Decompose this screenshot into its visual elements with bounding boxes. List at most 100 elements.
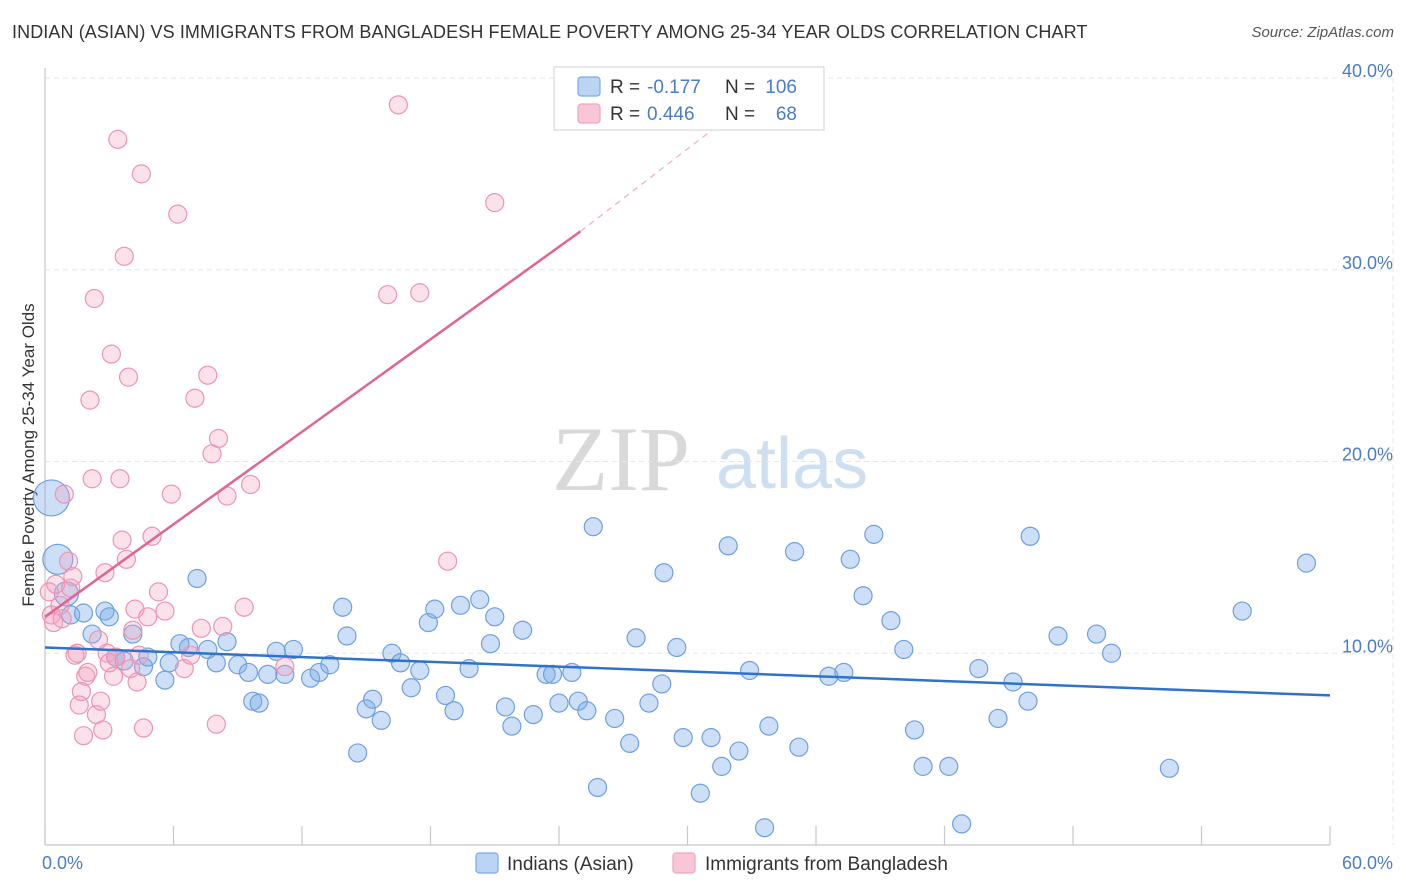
legend-n-label-1: N =	[725, 104, 755, 125]
series-bangladesh-points	[39, 95, 505, 746]
point-bangladesh-62	[378, 285, 398, 305]
point-indians-49	[480, 634, 501, 654]
point-bangladesh-39	[127, 672, 147, 692]
point-bangladesh-52	[191, 618, 211, 638]
point-indians-89	[913, 756, 933, 776]
point-indians-44	[435, 685, 456, 706]
point-indians-72	[701, 728, 721, 748]
point-bangladesh-60	[241, 474, 261, 495]
point-indians-51	[495, 697, 516, 717]
y-tick-label-2: 30.0%	[1342, 253, 1393, 273]
legend-n-value-0: 106	[765, 77, 797, 98]
bottom-legend-label-indians: Indians (Asian)	[507, 854, 634, 875]
point-indians-36	[363, 689, 383, 709]
point-indians-57	[549, 693, 569, 713]
point-indians-98	[1086, 624, 1107, 644]
axes	[44, 68, 1331, 846]
point-indians-67	[652, 674, 672, 694]
point-indians-20	[217, 632, 237, 652]
y-axis-label: Female Poverty Among 25-34 Year Olds	[19, 303, 38, 606]
point-bangladesh-0	[39, 582, 59, 602]
point-indians-63	[605, 708, 625, 729]
point-bangladesh-46	[155, 601, 175, 621]
x-tick-label-0: 0.0%	[42, 853, 83, 873]
point-indians-41	[410, 660, 430, 681]
point-bangladesh-63	[388, 95, 408, 115]
point-bangladesh-28	[103, 666, 124, 686]
point-indians-69	[667, 637, 687, 658]
legend-swatch-indians	[577, 76, 601, 97]
point-bangladesh-27	[101, 344, 121, 364]
point-indians-90	[939, 756, 959, 776]
bottom-legend-swatch-bangladesh	[672, 852, 696, 874]
point-indians-35	[356, 699, 376, 719]
point-bangladesh-66	[485, 193, 505, 213]
point-indians-31	[320, 655, 340, 675]
point-indians-100	[1159, 758, 1179, 778]
trend-line-indians	[44, 646, 1331, 697]
point-bangladesh-47	[161, 484, 181, 504]
point-bangladesh-17	[80, 390, 100, 410]
point-bangladesh-7	[58, 551, 79, 571]
point-bangladesh-18	[82, 469, 102, 489]
point-indians-17	[187, 568, 207, 589]
point-bangladesh-42	[133, 718, 154, 738]
point-indians-79	[784, 542, 805, 562]
point-bangladesh-14	[73, 726, 94, 746]
point-indians-78	[759, 716, 779, 736]
point-bangladesh-35	[118, 367, 139, 387]
point-bangladesh-33	[114, 246, 134, 266]
point-bangladesh-59	[234, 597, 254, 617]
point-bangladesh-16	[78, 662, 98, 683]
point-bangladesh-64	[410, 283, 430, 303]
point-indians-40	[401, 678, 421, 698]
point-indians-56	[542, 664, 563, 684]
point-indians-75	[729, 741, 749, 761]
point-indians-95	[1018, 691, 1038, 711]
point-indians-14	[159, 653, 179, 673]
point-bangladesh-55	[206, 714, 226, 734]
point-indians-76	[740, 660, 760, 681]
point-bangladesh-57	[213, 616, 233, 637]
point-indians-84	[853, 586, 873, 606]
point-indians-64	[620, 733, 640, 753]
point-bangladesh-40	[129, 645, 149, 665]
point-indians-74	[718, 536, 738, 556]
point-bangladesh-45	[148, 582, 169, 602]
y-tick-labels: 10.0% 20.0% 30.0% 40.0%	[1342, 61, 1393, 656]
point-indians-88	[904, 720, 925, 740]
point-bangladesh-32	[112, 530, 132, 550]
bottom-legend: Indians (Asian) Immigrants from Banglade…	[475, 852, 948, 875]
point-indians-48	[470, 589, 490, 610]
point-indians-71	[690, 783, 710, 803]
point-bangladesh-23	[93, 720, 113, 740]
watermark: ZIP atlas	[552, 408, 868, 510]
point-bangladesh-22	[91, 691, 111, 711]
point-bangladesh-5	[52, 609, 72, 629]
point-indians-92	[969, 658, 989, 679]
point-indians-39	[390, 653, 411, 673]
point-bangladesh-51	[185, 388, 205, 408]
point-indians-83	[840, 549, 860, 569]
point-bangladesh-65	[438, 551, 458, 571]
point-bangladesh-44	[142, 526, 162, 546]
watermark-zip: ZIP	[552, 408, 690, 510]
point-indians-46	[450, 595, 471, 615]
legend-r-value-0: -0.177	[647, 77, 701, 98]
point-indians-1	[42, 543, 74, 575]
point-indians-60	[577, 701, 597, 721]
legend-box: R = -0.177 N = 106 R = 0.446 N = 68	[553, 66, 825, 131]
point-indians-101	[1232, 601, 1252, 621]
y-tick-label-0: 10.0%	[1342, 636, 1393, 656]
point-indians-13	[155, 670, 175, 690]
point-indians-102	[1296, 553, 1317, 573]
legend-r-label-1: R =	[610, 104, 640, 125]
point-indians-33	[337, 626, 357, 646]
point-indians-53	[512, 620, 533, 640]
point-bangladesh-3	[46, 574, 66, 594]
point-indians-77	[754, 818, 775, 838]
point-indians-28	[283, 639, 304, 660]
point-indians-91	[952, 814, 972, 834]
point-indians-25	[258, 664, 278, 684]
